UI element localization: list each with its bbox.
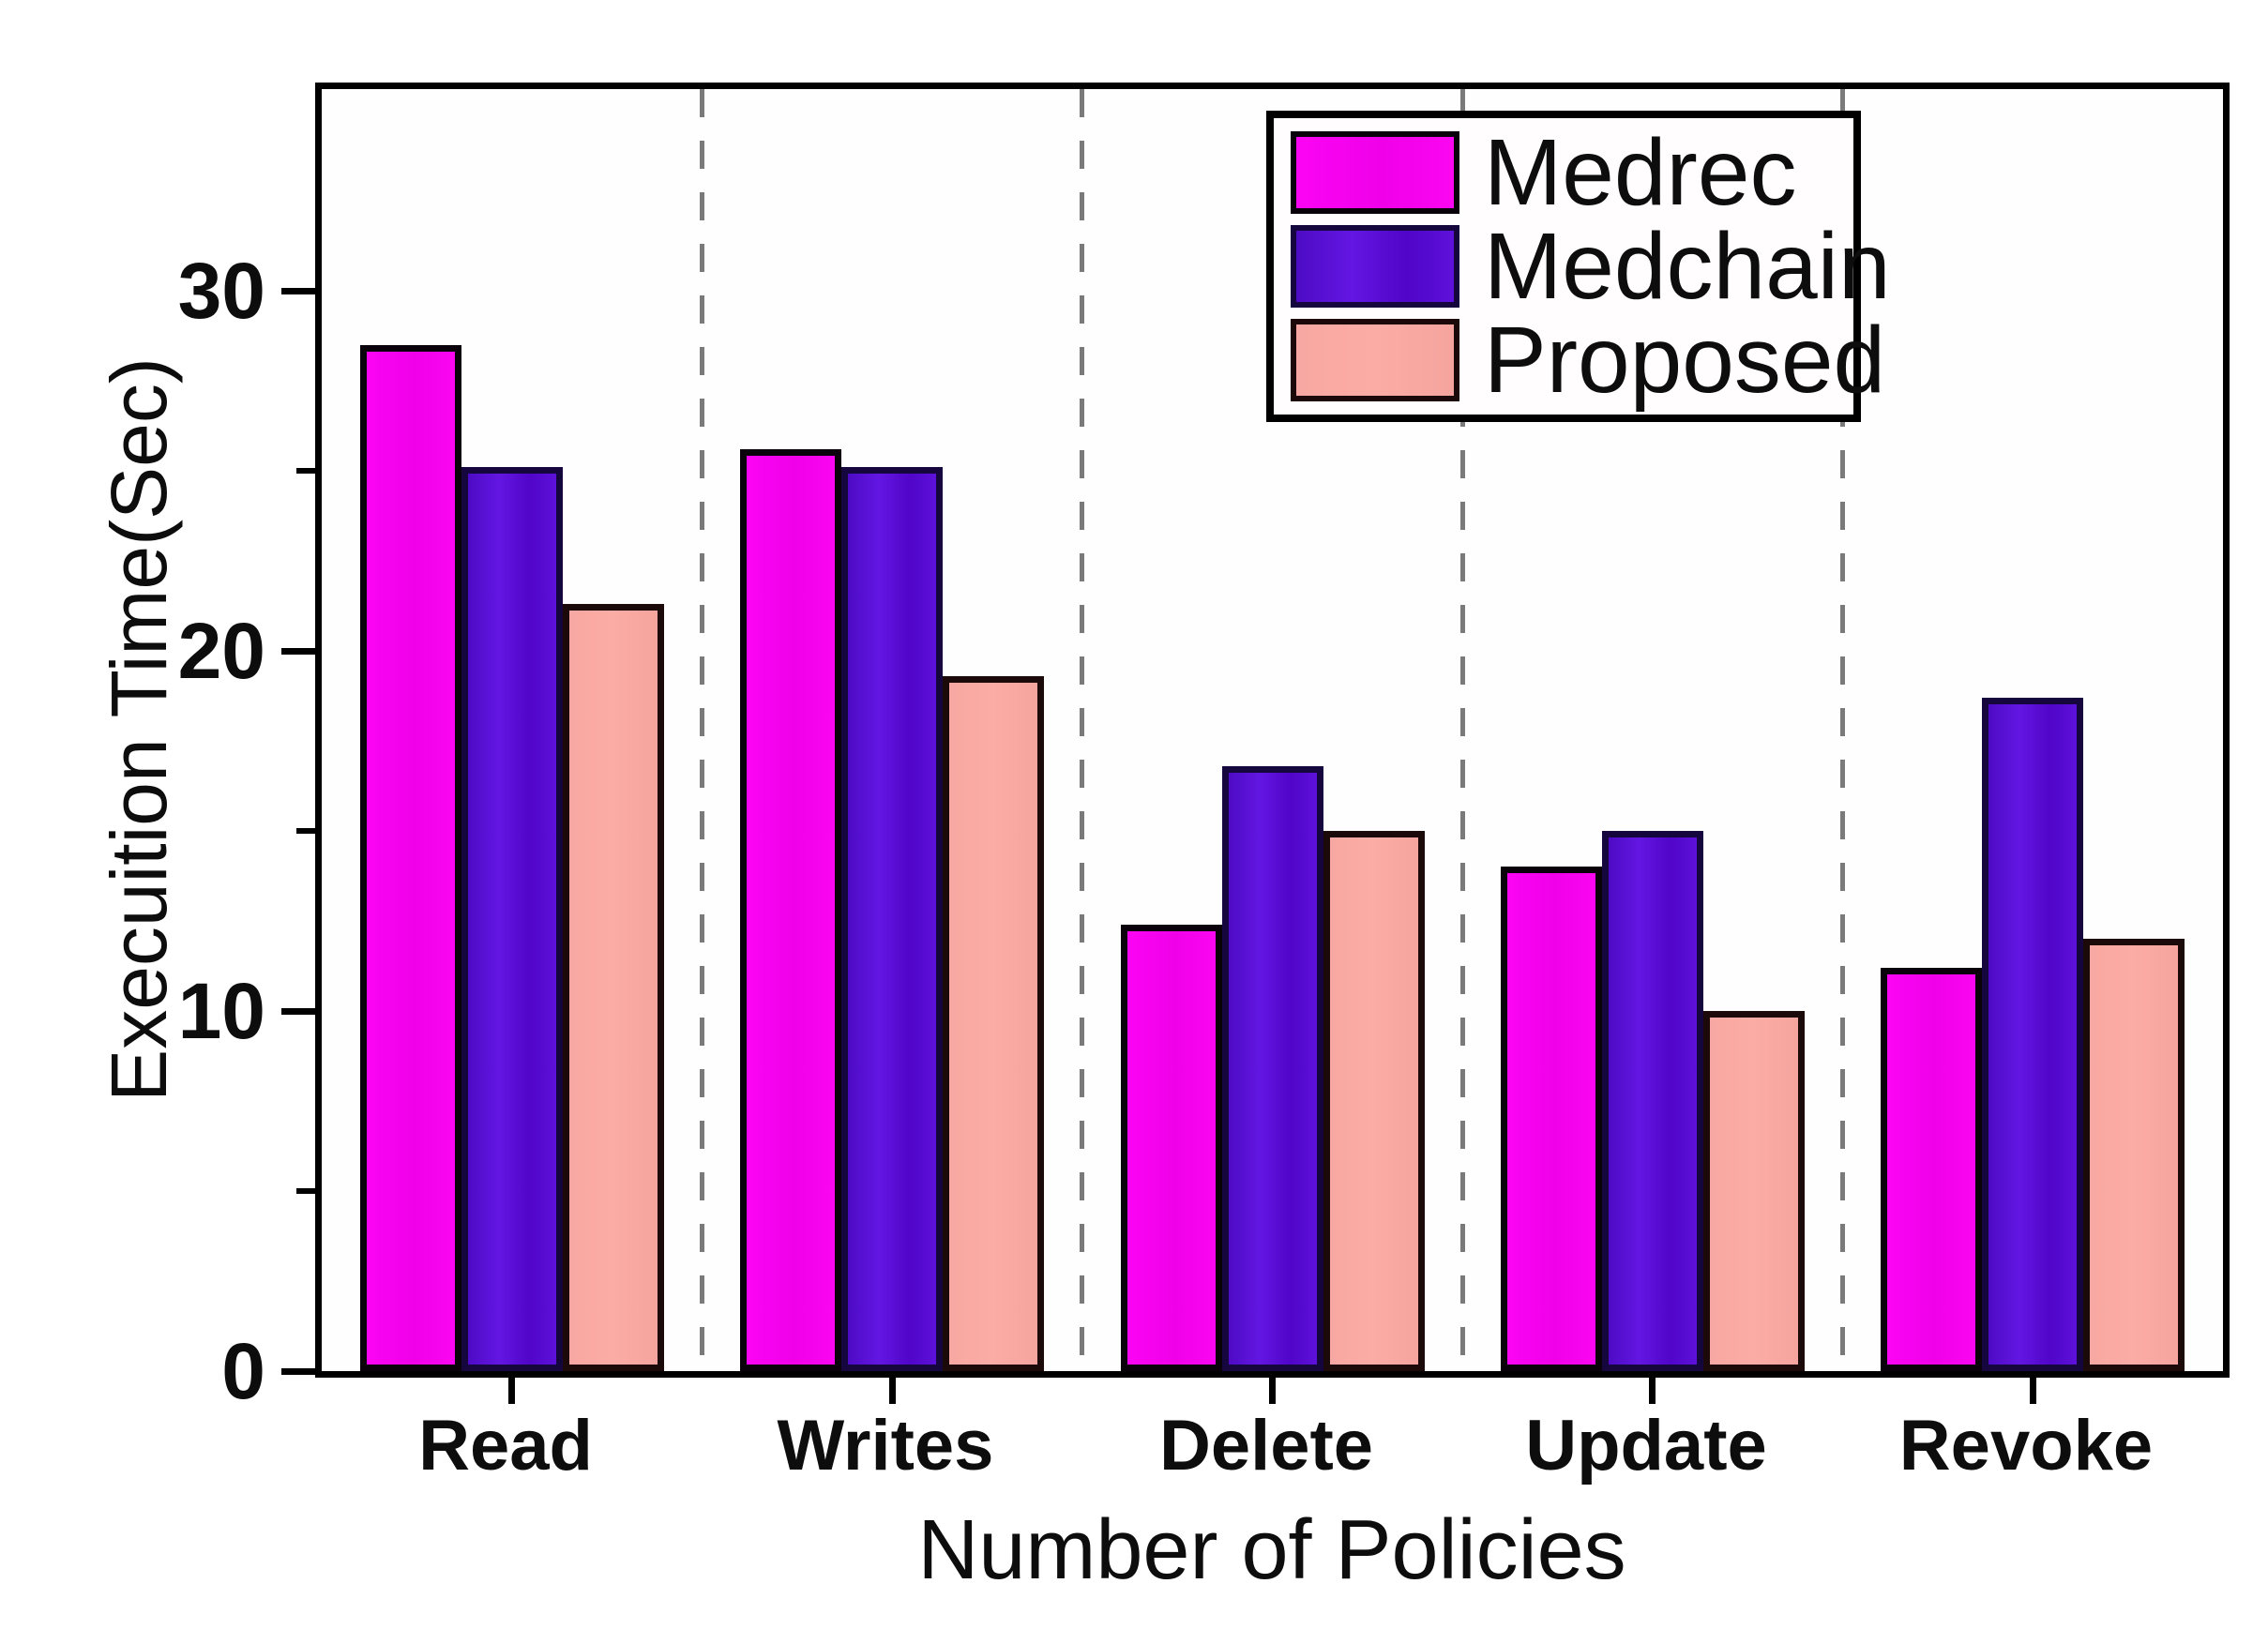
x-axis-title: Number of Policies (917, 1503, 1626, 1597)
x-axis-tick (889, 1378, 896, 1404)
y-axis-minor-tick (296, 468, 315, 474)
x-axis-tick (1649, 1378, 1656, 1404)
legend-swatch-proposed (1291, 319, 1459, 401)
bar-medchain-read (461, 467, 563, 1371)
group-separator-dashed-line (1459, 89, 1465, 1371)
bar-medchain-delete (1222, 766, 1323, 1371)
y-axis-minor-tick (296, 828, 315, 834)
y-axis-minor-tick (296, 1188, 315, 1194)
y-axis-tick-label: 0 (221, 1327, 265, 1415)
x-category-label-writes: Writes (777, 1406, 994, 1486)
x-category-label-revoke: Revoke (1898, 1406, 2154, 1486)
legend-item-medchain: Medchain (1291, 219, 1891, 313)
x-axis-tick (1269, 1378, 1276, 1404)
bar-medrec-read (360, 345, 461, 1371)
bar-medchain-writes (841, 467, 943, 1371)
y-axis-tick-label: 20 (177, 607, 265, 695)
bar-proposed-revoke (2083, 939, 2185, 1371)
bar-medrec-writes (740, 449, 841, 1371)
bar-medrec-revoke (1881, 968, 1982, 1371)
y-axis-major-tick (281, 1008, 315, 1015)
legend-label-proposed: Proposed (1484, 308, 1886, 413)
y-axis-major-tick (281, 648, 315, 655)
bar-medchain-update (1602, 831, 1703, 1371)
group-separator-dashed-line (1080, 89, 1085, 1371)
legend-item-medrec: Medrec (1291, 126, 1837, 219)
x-axis-tick (508, 1378, 515, 1404)
x-category-label-read: Read (418, 1406, 593, 1486)
legend-swatch-medchain (1291, 225, 1459, 308)
bar-medrec-update (1501, 867, 1602, 1371)
legend-box: Medrec Medchain Proposed (1266, 111, 1891, 422)
bar-medrec-delete (1121, 925, 1222, 1371)
legend-item-proposed: Proposed (1291, 313, 1885, 407)
legend-swatch-medrec (1291, 131, 1459, 214)
bar-proposed-delete (1323, 831, 1425, 1371)
legend-label-medchain: Medchain (1484, 214, 1891, 319)
group-separator-dashed-line (1840, 89, 1846, 1371)
y-axis-major-tick (281, 288, 315, 294)
y-axis-tick-label: 30 (177, 247, 265, 335)
bar-proposed-read (563, 604, 664, 1371)
bar-proposed-update (1703, 1011, 1805, 1371)
x-axis-tick (2030, 1378, 2036, 1404)
x-category-label-update: Update (1525, 1406, 1767, 1486)
legend-label-medrec: Medrec (1484, 120, 1797, 225)
y-axis-tick-label: 10 (177, 967, 265, 1055)
group-separator-dashed-line (699, 89, 704, 1371)
x-category-label-delete: Delete (1158, 1406, 1374, 1486)
bar-medchain-revoke (1982, 698, 2083, 1371)
y-axis-major-tick (281, 1368, 315, 1375)
bar-proposed-writes (943, 676, 1044, 1371)
